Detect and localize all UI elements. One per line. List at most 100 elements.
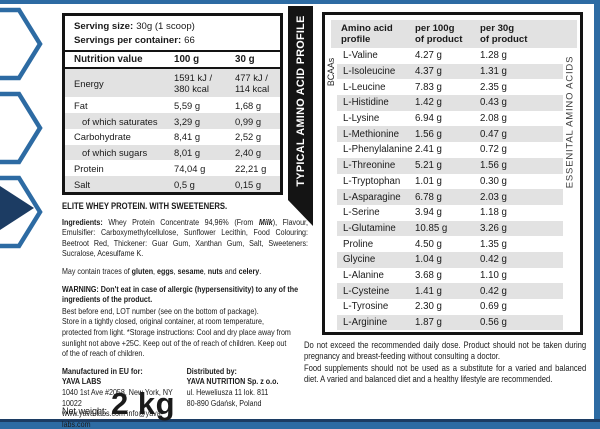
amino-per30: 0.47 g	[480, 128, 507, 140]
amino-per100: 3.94 g	[415, 207, 442, 219]
nutrition-per100: 8,41 g	[174, 131, 201, 143]
amino-per100: 1.01 g	[415, 175, 442, 187]
manufacturer-contacts: www.yava-labs.com info@yava-labs.com	[62, 408, 164, 429]
table-row: L-Serine 3.94 g 1.18 g	[337, 205, 563, 221]
amino-per30: 0.30 g	[480, 175, 507, 187]
table-row: L-Leucine 7.83 g 2.35 g	[337, 79, 563, 95]
amino-per30: 0.42 g	[480, 285, 507, 297]
table-row: L-Cysteine 1.41 g 0.42 g	[337, 283, 563, 299]
nutrition-per100: 74,04 g	[174, 162, 206, 174]
table-row: L-Lysine 6.94 g 2.08 g	[337, 111, 563, 127]
amino-name: L-Phenylalanine	[343, 144, 413, 156]
table-row: L-Asparagine 6.78 g 2.03 g	[337, 189, 563, 205]
table-row: L-Phenylalanine 2.41 g 0.72 g	[337, 142, 563, 158]
allergen-sesame: sesame	[177, 265, 204, 276]
table-row: L-Valine 4.27 g 1.28 g	[337, 48, 563, 64]
serving-size-label: Serving size:	[74, 21, 134, 32]
amino-per30: 1.31 g	[480, 66, 507, 78]
table-row: of which sugars 8,01 g 2,40 g	[65, 144, 280, 161]
serving-info: Serving size: 30g (1 scoop) Servings per …	[65, 16, 280, 52]
amino-name: L-Cysteine	[343, 285, 390, 297]
amino-header-col1: Amino acid profile	[341, 23, 393, 45]
distributor-name: YAVA NUTRITION Sp. z o.o.	[186, 376, 279, 387]
amino-name: L-Lysine	[343, 113, 380, 125]
manufacturer-address: 1040 1st Ave #2058, New York, NY 10022	[62, 386, 173, 408]
amino-per100: 1.56 g	[415, 128, 442, 140]
manufactured-title: Manufactured in EU for:	[62, 365, 143, 376]
amino-per30: 1.18 g	[480, 207, 507, 219]
amino-name: L-Methionine	[343, 128, 400, 140]
essential-amino-acids-label: ESSENITAL AMINO ACIDS	[564, 55, 575, 189]
table-row: L-Histidine 1.42 g 0.43 g	[337, 95, 563, 111]
nutrition-header-col2: 100 g	[174, 54, 200, 65]
distributed-title: Distributed by:	[186, 365, 237, 376]
nutrition-rows: Energy 1591 kJ / 380 kcal 477 kJ / 114 k…	[65, 69, 280, 192]
left-text-column: ELITE WHEY PROTEIN. WITH SWEETENERS. Ing…	[62, 200, 308, 429]
serving-size-value: 30g (1 scoop)	[136, 21, 195, 32]
nutrition-header-col3: 30 g	[235, 54, 255, 65]
amino-name: L-Tyrosine	[343, 301, 389, 313]
manufacturer-block: Manufactured in EU for: YAVA LABS 1040 1…	[62, 366, 308, 429]
amino-per100: 4.37 g	[415, 66, 442, 78]
table-row: Salt 0,5 g 0,15 g	[65, 176, 280, 192]
servings-line: Servings per container: 66	[74, 34, 274, 48]
amino-name: L-Arginine	[343, 317, 388, 329]
nutrition-label: Salt	[74, 178, 91, 190]
amino-per100: 4.50 g	[415, 238, 442, 250]
amino-per30: 0.42 g	[480, 254, 507, 266]
amino-name: L-Valine	[343, 50, 378, 62]
amino-per30: 2.35 g	[480, 81, 507, 93]
bcaa-group-label: BCAAs	[326, 57, 336, 87]
table-row: Energy 1591 kJ / 380 kcal 477 kJ / 114 k…	[65, 69, 280, 98]
manufacturer-column: Manufactured in EU for: YAVA LABS 1040 1…	[62, 366, 187, 429]
net-weight-value: 2 kg	[111, 386, 176, 421]
table-row: of which saturates 3,29 g 0,99 g	[65, 113, 280, 129]
supplement-note-paragraph: Food supplements should not be used as a…	[304, 362, 587, 384]
nutrition-per30: 22,21 g	[235, 162, 267, 174]
amino-per100: 1.87 g	[415, 317, 442, 329]
nutrition-per100: 1591 kJ / 380 kcal	[174, 71, 213, 95]
amino-name: L-Isoleucine	[343, 66, 396, 78]
table-row: Carbohydrate 8,41 g 2,52 g	[65, 129, 280, 145]
amino-per100: 6.94 g	[415, 113, 442, 125]
amino-per100: 1.42 g	[415, 97, 442, 109]
amino-per30: 2.08 g	[480, 113, 507, 125]
allergen-eggs: eggs	[157, 265, 174, 276]
table-row: L-Arginine 1.87 g 0.56 g	[337, 314, 563, 331]
servings-value: 66	[184, 34, 195, 46]
nutrition-per100: 3,29 g	[174, 115, 201, 127]
amino-rows: L-Valine 4.27 g 1.28 g L-Isoleucine 4.37 g 1…	[337, 48, 563, 331]
amino-name: L-Threonine	[343, 160, 396, 172]
amino-per30: 1.10 g	[480, 269, 507, 281]
table-row: L-Alanine 3.68 g 1.10 g	[337, 268, 563, 284]
may-contain-line: May contain traces of gluten, eggs, sesa…	[62, 265, 262, 276]
nutrition-label: Energy	[74, 77, 104, 89]
brand-chevrons-decoration-icon	[0, 7, 43, 249]
distributor-address: ul. Heweliusza 11 lok. 811	[186, 386, 269, 397]
table-row: L-Tyrosine 2.30 g 0.69 g	[337, 299, 563, 315]
table-row: L-Tryptophan 1.01 g 0.30 g	[337, 174, 563, 190]
allergen-gluten: gluten	[131, 265, 154, 276]
amino-name: Proline	[343, 238, 374, 250]
table-row: L-Glutamine 10.85 g 3.26 g	[337, 220, 563, 237]
nutrition-per30: 0,15 g	[235, 178, 262, 190]
amino-per30: 1.56 g	[480, 160, 507, 172]
amino-per30: 0.43 g	[480, 97, 507, 109]
nutrition-table-header: Nutrition value 100 g 30 g	[65, 52, 280, 69]
table-row: L-Methionine 1.56 g 0.47 g	[337, 126, 563, 143]
serving-size-line: Serving size: 30g (1 scoop)	[74, 20, 274, 34]
typical-amino-acid-bar	[288, 6, 313, 226]
bottom-blue-edge	[0, 421, 600, 429]
allergen-milk: Milk	[258, 216, 273, 227]
nutrition-per30: 477 kJ / 114 kcal	[235, 71, 270, 95]
typical-amino-acid-bar-text: TYPICAL AMINO ACID PROFILE	[294, 15, 307, 187]
amino-name: L-Tryptophan	[343, 175, 401, 187]
amino-header-col3: per 30g of product	[480, 23, 528, 45]
amino-per100: 6.78 g	[415, 191, 442, 203]
nutrition-label: Carbohydrate	[74, 131, 131, 143]
nutrition-per30: 2,52 g	[235, 131, 262, 143]
nutrition-per100: 5,59 g	[174, 99, 201, 111]
nutrition-per30: 2,40 g	[235, 147, 262, 159]
amino-name: L-Alanine	[343, 269, 384, 281]
